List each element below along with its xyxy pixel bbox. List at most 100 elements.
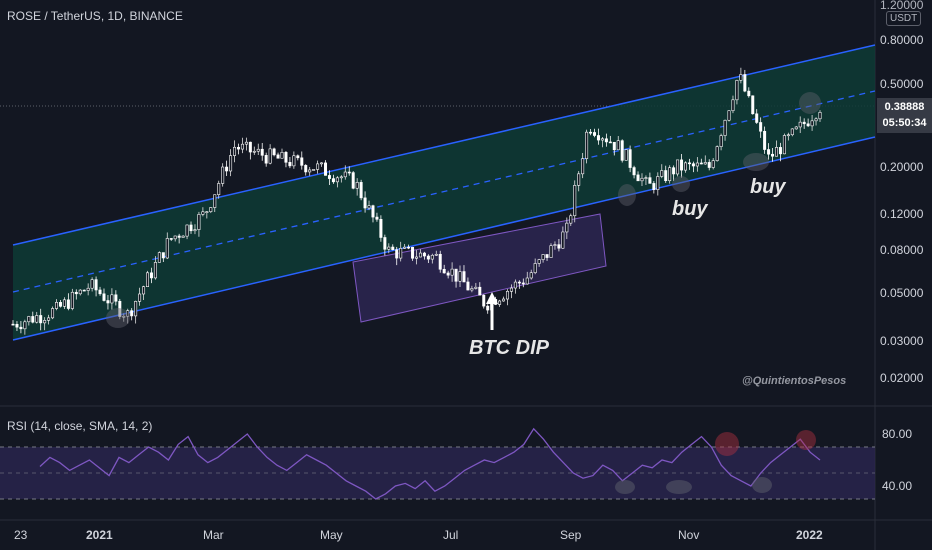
candle-body	[810, 120, 814, 127]
btc-dip-box[interactable]	[352, 213, 607, 323]
candle-body	[767, 149, 771, 155]
price-tick: 0.03000	[880, 334, 924, 348]
candle-body	[193, 229, 197, 232]
price-tick: 0.20000	[880, 160, 924, 174]
candle-body	[268, 148, 272, 164]
candle-body	[58, 302, 62, 307]
candle-body	[134, 301, 138, 317]
candle-body	[426, 255, 430, 260]
candle-body	[39, 315, 43, 324]
rsi-highlight-circle	[615, 480, 635, 494]
candle-body	[383, 237, 387, 250]
candle-body	[668, 167, 672, 182]
candle-body	[161, 252, 165, 259]
candle-body	[790, 128, 794, 136]
candle-body	[157, 252, 161, 263]
candle-body	[616, 140, 620, 151]
candle-body	[561, 231, 565, 249]
candle-body	[94, 279, 98, 291]
channel-upper-line[interactable]	[12, 44, 876, 246]
candle-body	[347, 171, 351, 174]
time-tick: 2021	[86, 528, 113, 542]
channel-mid-line[interactable]	[12, 90, 876, 293]
candle-body	[687, 162, 691, 165]
candle-body	[782, 135, 786, 155]
symbol-header[interactable]: ROSE / TetherUS, 1D, BINANCE	[7, 9, 183, 23]
candle-body	[248, 141, 252, 153]
candle-body	[656, 176, 660, 190]
rsi-line[interactable]	[39, 427, 821, 500]
candle-body	[205, 211, 209, 213]
candle-body	[486, 305, 490, 311]
candle-body	[316, 163, 320, 170]
candle-body	[672, 167, 676, 175]
candle-body	[628, 149, 632, 168]
candle-body	[458, 271, 462, 282]
candle-body	[27, 316, 31, 323]
candle-body	[74, 291, 78, 295]
candle-body	[648, 177, 652, 184]
candle-body	[47, 317, 51, 321]
last-price-tag: 0.38888 05:50:34	[877, 98, 932, 133]
candle-body	[126, 310, 130, 317]
candle-body	[177, 235, 181, 238]
price-tick: 0.05000	[880, 286, 924, 300]
candle-body	[545, 254, 549, 258]
candle-body	[300, 157, 304, 166]
annotation-buy[interactable]: buy	[672, 198, 708, 220]
candle-body	[363, 197, 367, 209]
candle-body	[165, 238, 169, 259]
price-tick: 0.08000	[880, 243, 924, 257]
candle-body	[632, 167, 636, 176]
candle-body	[236, 146, 240, 150]
rsi-header[interactable]: RSI (14, close, SMA, 14, 2)	[7, 419, 153, 433]
candle-body	[359, 182, 363, 199]
candle-body	[577, 173, 581, 186]
candle-body	[173, 235, 177, 240]
candle-body	[703, 162, 707, 165]
candle-body	[541, 254, 545, 260]
candle-body	[454, 268, 458, 282]
candle-body	[82, 289, 86, 292]
candle-body	[233, 146, 237, 156]
candle-body	[699, 162, 703, 165]
candle-body	[264, 155, 268, 164]
candle-body	[814, 118, 818, 122]
candle-body	[324, 162, 328, 176]
candle-body	[711, 160, 715, 168]
highlight-circle	[106, 308, 130, 328]
candle-body	[652, 183, 656, 190]
candle-body	[221, 166, 225, 184]
candle-body	[355, 182, 359, 189]
candle-body	[411, 246, 415, 259]
candle-body	[189, 224, 193, 232]
candle-body	[62, 299, 66, 307]
candle-body	[763, 130, 767, 150]
candle-body	[407, 246, 411, 249]
candle-body	[229, 155, 233, 172]
annotation-btc-dip[interactable]: BTC DIP	[469, 337, 549, 359]
candle-body	[771, 153, 775, 157]
candle-body	[367, 205, 371, 209]
candle-body	[640, 177, 644, 182]
candle-body	[217, 183, 221, 196]
candle-body	[90, 279, 94, 289]
candle-body	[70, 291, 74, 309]
candle-body	[446, 272, 450, 276]
candle-body	[43, 320, 47, 324]
candle-body	[442, 268, 446, 274]
channel-lower-line[interactable]	[12, 136, 876, 341]
currency-badge[interactable]: USDT	[886, 11, 922, 26]
candle-body	[351, 172, 355, 189]
candle-body	[31, 316, 35, 323]
time-tick: Jul	[443, 528, 458, 542]
annotation-buy[interactable]: buy	[750, 176, 786, 198]
candle-body	[138, 293, 142, 302]
candle-body	[375, 216, 379, 220]
price-tick: 0.12000	[880, 207, 924, 221]
candle-body	[589, 131, 593, 134]
candle-body	[284, 152, 288, 163]
candle-body	[244, 141, 248, 145]
candle-body	[122, 315, 126, 318]
